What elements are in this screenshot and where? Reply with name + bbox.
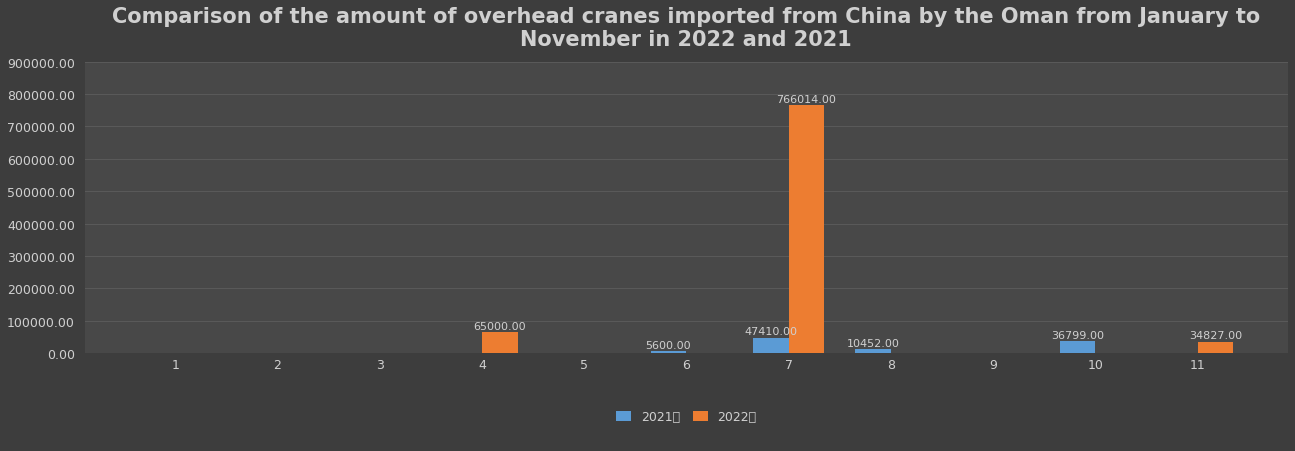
Title: Comparison of the amount of overhead cranes imported from China by the Oman from: Comparison of the amount of overhead cra…	[113, 7, 1260, 50]
Text: 5600.00: 5600.00	[646, 340, 692, 350]
Bar	[855, 350, 891, 353]
Text: 10452.00: 10452.00	[847, 338, 900, 349]
Bar	[1059, 341, 1096, 353]
Text: 766014.00: 766014.00	[777, 95, 837, 105]
Text: 34827.00: 34827.00	[1189, 331, 1242, 341]
Text: 47410.00: 47410.00	[745, 327, 798, 336]
Text: 65000.00: 65000.00	[474, 321, 526, 331]
Bar	[482, 332, 518, 353]
Bar	[789, 106, 825, 353]
Bar	[752, 338, 789, 353]
Text: 36799.00: 36799.00	[1052, 330, 1103, 340]
Legend: 2021年, 2022年: 2021年, 2022年	[611, 405, 761, 428]
Bar	[650, 351, 686, 353]
Bar	[1198, 342, 1233, 353]
